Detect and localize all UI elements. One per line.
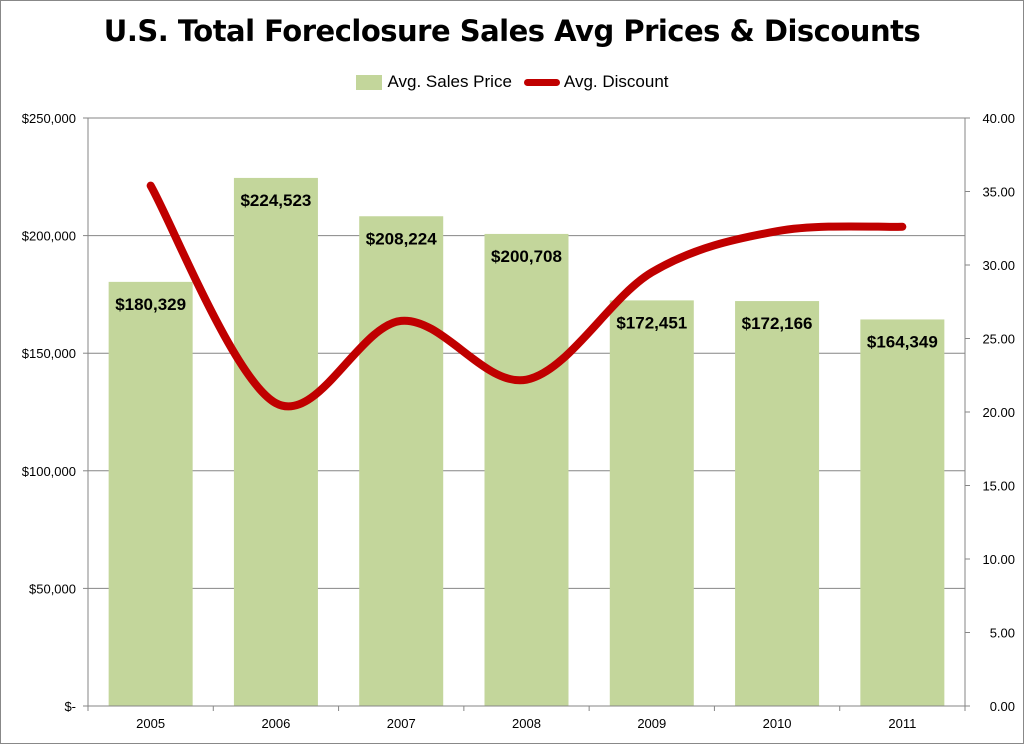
y-right-tick-label: 30.00 [982, 258, 1015, 273]
bar [359, 216, 444, 707]
x-tick-label: 2007 [387, 716, 416, 731]
bar [108, 281, 193, 706]
bar-data-label: $208,224 [366, 229, 437, 248]
bar [609, 300, 694, 706]
y-left-tick-label: $50,000 [29, 581, 76, 596]
y-right-tick-label: 0.00 [990, 699, 1015, 714]
y-right-tick-label: 10.00 [982, 552, 1015, 567]
x-tick-label: 2008 [512, 716, 541, 731]
y-right-tick-label: 25.00 [982, 332, 1015, 347]
x-tick-label: 2005 [136, 716, 165, 731]
legend-swatch-bar [355, 74, 382, 90]
y-left-tick-label: $200,000 [22, 229, 76, 244]
legend-label-discount: Avg. Discount [563, 72, 669, 91]
y-right-tick-label: 15.00 [982, 479, 1015, 494]
legend-item-discount: Avg. Discount [523, 72, 669, 92]
bar [233, 177, 318, 707]
bar-data-label: $200,708 [491, 247, 562, 266]
x-tick-label: 2009 [637, 716, 666, 731]
y-right-tick-label: 5.00 [990, 626, 1015, 641]
x-tick-label: 2006 [261, 716, 290, 731]
legend-item-sales-price: Avg. Sales Price [355, 72, 512, 92]
bar-data-label: $180,329 [115, 295, 186, 314]
legend-swatch-line [523, 78, 560, 86]
y-right-tick-label: 35.00 [982, 185, 1015, 200]
y-right-tick-label: 40.00 [982, 111, 1015, 126]
y-left-tick-label: $100,000 [22, 464, 76, 479]
legend-label-sales-price: Avg. Sales Price [387, 72, 512, 91]
bar [860, 319, 945, 706]
y-left-tick-label: $- [64, 699, 76, 714]
bar-data-label: $172,451 [616, 313, 687, 332]
bar-data-label: $172,166 [742, 314, 813, 333]
bar-data-label: $224,523 [240, 191, 311, 210]
y-right-tick-label: 20.00 [982, 405, 1015, 420]
bar [484, 233, 569, 706]
chart-title: U.S. Total Foreclosure Sales Avg Prices … [103, 14, 921, 48]
x-tick-label: 2011 [888, 716, 916, 731]
legend: Avg. Sales Price Avg. Discount [0, 72, 1024, 92]
y-left-tick-label: $150,000 [22, 346, 76, 361]
y-left-tick-label: $250,000 [22, 111, 76, 126]
discount-line [146, 181, 907, 411]
bar [735, 301, 820, 706]
bar-data-label: $164,349 [867, 332, 938, 351]
x-tick-label: 2010 [763, 716, 792, 731]
